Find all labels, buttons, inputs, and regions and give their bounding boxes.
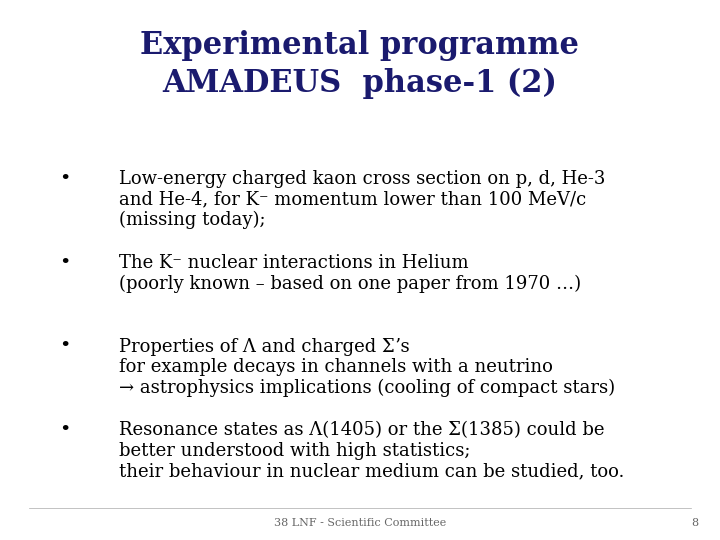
Text: AMADEUS  phase-1 (2): AMADEUS phase-1 (2)	[163, 68, 557, 99]
Text: The K⁻ nuclear interactions in Helium: The K⁻ nuclear interactions in Helium	[119, 254, 469, 272]
Text: their behaviour in nuclear medium can be studied, too.: their behaviour in nuclear medium can be…	[119, 462, 624, 480]
Text: •: •	[59, 254, 71, 272]
Text: → astrophysics implications (cooling of compact stars): → astrophysics implications (cooling of …	[119, 379, 615, 397]
Text: 8: 8	[691, 518, 698, 529]
Text: Experimental programme: Experimental programme	[140, 30, 580, 60]
Text: for example decays in channels with a neutrino: for example decays in channels with a ne…	[119, 358, 553, 376]
Text: (missing today);: (missing today);	[119, 211, 266, 230]
Text: •: •	[59, 170, 71, 188]
Text: (poorly known – based on one paper from 1970 …): (poorly known – based on one paper from …	[119, 274, 581, 293]
Text: Properties of Λ and charged Σʼs: Properties of Λ and charged Σʼs	[119, 338, 410, 355]
Text: Low-energy charged kaon cross section on p, d, He-3: Low-energy charged kaon cross section on…	[119, 170, 606, 188]
Text: •: •	[59, 338, 71, 355]
Text: Resonance states as Λ(1405) or the Σ(1385) could be: Resonance states as Λ(1405) or the Σ(138…	[119, 421, 604, 439]
Text: better understood with high statistics;: better understood with high statistics;	[119, 442, 470, 460]
Text: 38 LNF - Scientific Committee: 38 LNF - Scientific Committee	[274, 518, 446, 529]
Text: and He-4, for K⁻ momentum lower than 100 MeV/c: and He-4, for K⁻ momentum lower than 100…	[119, 191, 586, 208]
Text: •: •	[59, 421, 71, 439]
